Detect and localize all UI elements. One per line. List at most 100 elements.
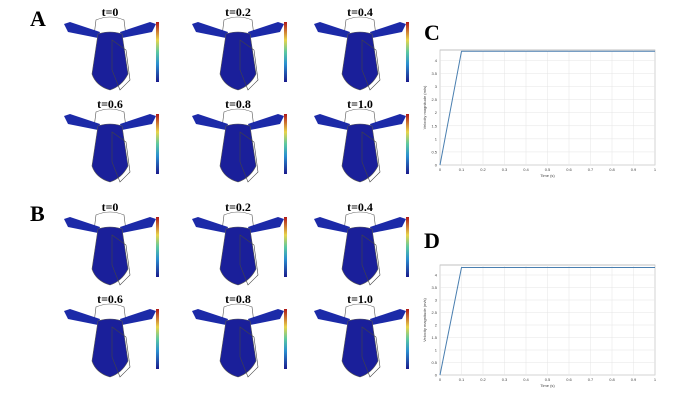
frame: t=0.6 [64,292,159,378]
body [91,318,129,378]
y-tick-label: 1.5 [431,335,437,340]
frame-label: t=0.2 [225,200,251,214]
x-tick-label: 0.9 [631,377,637,382]
y-tick-label: 3.5 [431,285,437,290]
x-tick-label: 0.1 [459,377,465,382]
colorbar [284,217,287,277]
x-tick-label: 0.6 [566,377,572,382]
mesh-lower [111,234,131,286]
x-axis-label: Time (s) [540,383,555,388]
colorbar [406,22,409,82]
body [91,123,129,183]
mesh-lower [111,326,131,378]
colorbar [156,309,159,369]
panel-label: C [424,20,440,45]
x-tick-label: 0.4 [523,167,529,172]
y-tick-label: 1.5 [431,123,437,128]
frame: t=0.2 [192,200,287,286]
y-axis-label: Velocity magnitude (m/s) [422,85,427,129]
frame-label: t=0.2 [225,5,251,19]
line [439,50,655,166]
wing-left [64,22,100,38]
y-tick-label: 3 [435,84,438,89]
wing-left [64,217,100,233]
colorbar [284,114,287,174]
frame-label: t=1.0 [347,97,373,111]
mesh-lower [361,326,381,378]
mesh-lower [361,131,381,183]
wing-left [314,114,350,130]
frame-label: t=0.6 [97,97,123,111]
wing-right [120,22,156,38]
wing-right [370,22,406,38]
frame: t=1.0 [314,292,409,378]
colorbar [284,22,287,82]
x-tick-label: 1 [654,377,657,382]
x-tick-label: 0.2 [480,167,486,172]
wing-right [370,114,406,130]
y-tick-label: 0.5 [431,149,437,154]
y-tick-label: 0.5 [431,360,437,365]
body [341,226,379,286]
frame: t=0.4 [314,200,409,286]
mesh-lower [239,131,259,183]
line [439,267,655,376]
x-tick-label: 0.5 [545,377,551,382]
frame-label: t=0.8 [225,292,251,306]
panel-label: A [30,6,46,31]
wing-left [192,114,228,130]
body [219,31,257,91]
colorbar [406,217,409,277]
y-tick-label: 4 [435,273,438,278]
wing-right [248,114,284,130]
x-tick-label: 0.7 [588,377,594,382]
frame-label: t=0.6 [97,292,123,306]
body [219,318,257,378]
colorbar [156,22,159,82]
frame: t=0.4 [314,5,409,91]
frame-label: t=0.8 [225,97,251,111]
panel-label: B [30,201,45,226]
wing-left [314,217,350,233]
wing-left [192,309,228,325]
y-tick-label: 2.5 [431,97,437,102]
frame: t=0 [64,5,159,91]
frame-label: t=1.0 [347,292,373,306]
wing-right [248,217,284,233]
y-tick-label: 4 [435,58,438,63]
panel-label: D [424,228,440,253]
x-tick-label: 0.6 [566,167,572,172]
frame: t=0.6 [64,97,159,183]
wing-left [192,217,228,233]
x-tick-label: 0.3 [502,377,508,382]
y-tick-label: 1 [435,348,438,353]
y-tick-label: 2 [435,110,438,115]
wing-right [248,22,284,38]
body [91,226,129,286]
frame: t=0.8 [192,97,287,183]
colorbar [284,309,287,369]
x-tick-label: 0 [439,377,442,382]
frame-label: t=0 [102,5,119,19]
wing-right [120,217,156,233]
x-tick-label: 0.2 [480,377,486,382]
colorbar [156,114,159,174]
y-tick-label: 3.5 [431,71,437,76]
body [219,226,257,286]
y-tick-label: 1 [435,136,438,141]
frame: t=0.2 [192,5,287,91]
frame: t=1.0 [314,97,409,183]
body [341,31,379,91]
wing-right [370,217,406,233]
colorbar [156,217,159,277]
x-tick-label: 0.7 [588,167,594,172]
mesh-lower [361,234,381,286]
wing-left [64,114,100,130]
wing-left [314,22,350,38]
body [91,31,129,91]
x-tick-label: 0.8 [609,167,615,172]
body [341,318,379,378]
colorbar [406,114,409,174]
x-tick-label: 0.5 [545,167,551,172]
